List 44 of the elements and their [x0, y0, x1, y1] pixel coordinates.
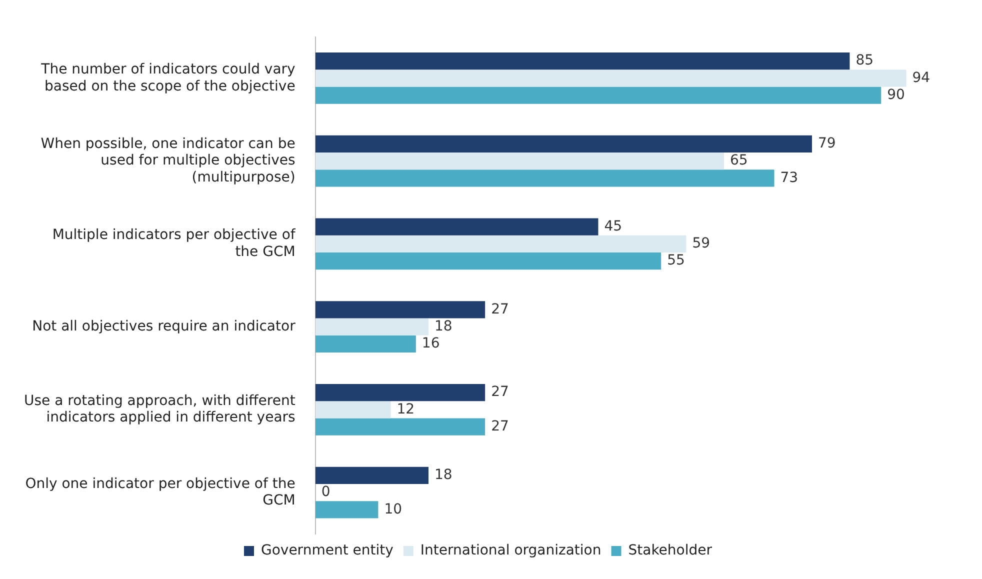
data-label: 18 — [434, 467, 452, 484]
data-label: 16 — [422, 336, 440, 352]
data-label: 65 — [730, 152, 748, 169]
y-tick-label: Not all objectives require an indicator — [32, 318, 296, 334]
data-label: 18 — [434, 318, 452, 334]
bar — [315, 401, 391, 418]
bar — [315, 318, 428, 336]
bar — [315, 335, 416, 353]
y-tick-label: The number of indicators could vary based on the scope of the objective — [40, 61, 296, 94]
data-label: 94 — [912, 70, 930, 86]
data-label: 10 — [384, 501, 402, 518]
bar — [315, 218, 598, 236]
bar — [315, 418, 486, 436]
data-label: 27 — [491, 384, 509, 400]
y-tick-label: Only one indicator per objective of the GCM — [25, 476, 296, 509]
legend-label: International organization — [420, 542, 602, 559]
legend-label: Stakeholder — [628, 542, 712, 559]
data-label: 27 — [491, 301, 509, 318]
data-label: 12 — [396, 401, 415, 418]
data-label: 73 — [780, 170, 798, 186]
bar — [315, 52, 850, 70]
y-tick-label: Multiple indicators per objective of the GCM — [52, 227, 296, 260]
bar — [315, 170, 774, 187]
bar — [315, 501, 378, 518]
data-label: 85 — [856, 52, 874, 69]
data-label: 0 — [321, 484, 330, 500]
bar — [315, 135, 812, 153]
bar — [315, 384, 486, 402]
bar — [315, 301, 486, 318]
bar — [315, 466, 428, 484]
bar — [315, 235, 686, 253]
data-label: 90 — [887, 87, 905, 103]
data-label: 45 — [604, 218, 622, 234]
y-tick-label: When possible, one indicator can be used for multiple objectives (multipurpose) — [40, 136, 296, 186]
data-label: 79 — [818, 136, 836, 152]
bar — [315, 86, 882, 104]
y-tick-label: Use a rotating approach, with different indicators applied in different years — [24, 392, 296, 426]
bar — [315, 252, 662, 270]
bar — [315, 70, 906, 87]
bar — [315, 152, 724, 170]
data-label: 59 — [692, 236, 710, 252]
data-label: 27 — [491, 418, 509, 434]
legend-label: Government entity — [260, 542, 394, 559]
data-label: 55 — [667, 252, 685, 269]
